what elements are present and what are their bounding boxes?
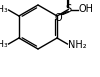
Text: NH₂: NH₂ bbox=[68, 40, 87, 50]
Text: CH₃: CH₃ bbox=[0, 40, 8, 49]
Text: O: O bbox=[55, 12, 62, 22]
Text: O: O bbox=[64, 0, 72, 2]
Text: S: S bbox=[65, 4, 71, 14]
Text: OH: OH bbox=[79, 4, 94, 14]
Text: CH₃: CH₃ bbox=[0, 5, 8, 14]
